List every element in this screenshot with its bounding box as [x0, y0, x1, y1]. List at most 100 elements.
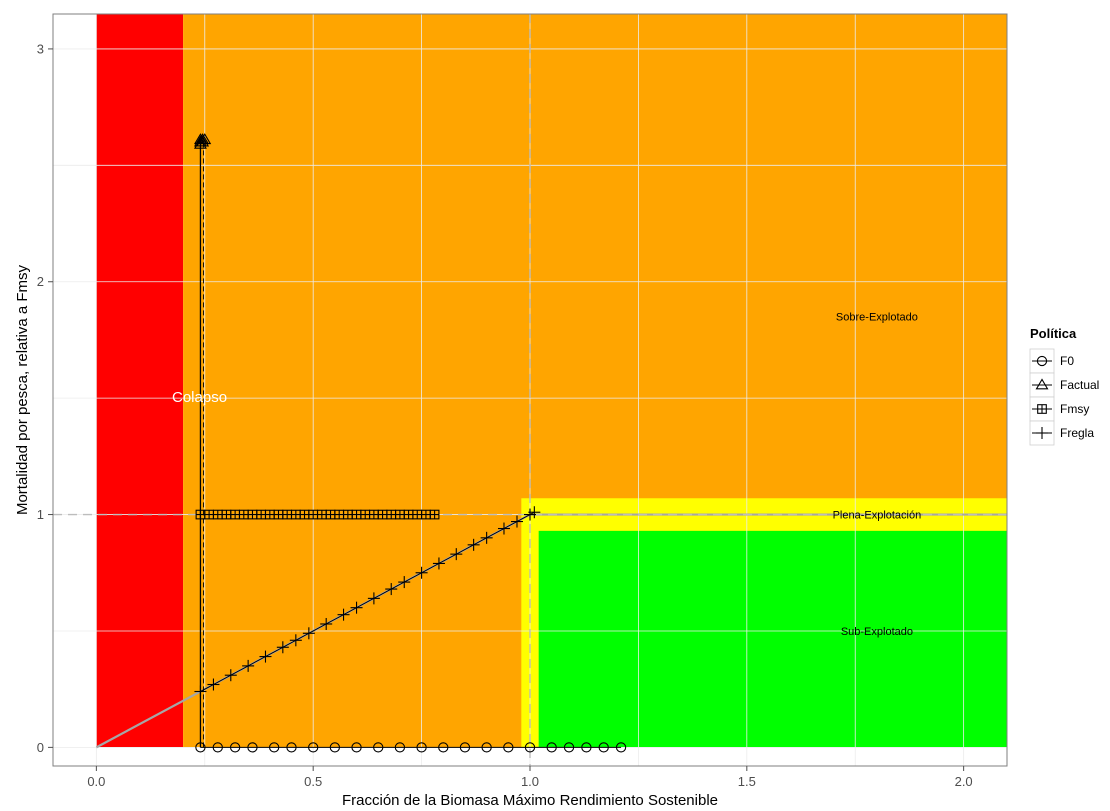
- x-tick-label: 0.5: [304, 774, 322, 789]
- region-label-under: Sub-Explotado: [841, 626, 913, 638]
- legend-key-factual: [1035, 378, 1049, 390]
- point-f0: [308, 742, 319, 753]
- circle-marker: [195, 742, 206, 753]
- region-under: [538, 530, 1007, 748]
- circle-marker: [373, 742, 384, 753]
- point-fregla: [320, 617, 333, 630]
- point-fregla: [337, 608, 350, 621]
- point-f0: [459, 742, 471, 753]
- x-axis-title: Fracción de la Biomasa Máximo Rendimient…: [342, 792, 718, 809]
- legend-title: Política: [1030, 326, 1077, 341]
- point-f0: [416, 742, 427, 753]
- y-tick-label: 3: [37, 41, 44, 56]
- region-label-full: Plena-Explotación: [833, 510, 922, 522]
- x-axis: 0.0 0.5 1.0 1.5 2.0: [87, 766, 973, 789]
- point-f0: [373, 742, 384, 753]
- point-f0: [229, 742, 241, 753]
- circle-marker: [269, 742, 280, 753]
- point-fregla: [350, 601, 363, 614]
- point-fregla: [224, 669, 237, 682]
- point-fregla: [367, 592, 380, 605]
- point-fregla: [276, 641, 289, 654]
- regions: [96, 14, 1007, 748]
- point-f0: [394, 742, 406, 753]
- circle-marker: [229, 742, 241, 753]
- y-tick-label: 1: [37, 507, 44, 522]
- point-fregla: [480, 531, 493, 544]
- point-fregla: [450, 548, 463, 561]
- circle-marker: [438, 742, 449, 753]
- point-fregla: [302, 627, 315, 640]
- region-labels: Colapso Sobre-Explotado Plena-Explotación S…: [172, 312, 921, 638]
- point-fmsy: [429, 509, 440, 520]
- x-tick-label: 1.0: [521, 774, 539, 789]
- y-axis-title: Mortalidad por pesca, relativa a Fmsy: [14, 264, 31, 515]
- x-tick-label: 0.0: [87, 774, 105, 789]
- point-f0: [581, 742, 592, 753]
- point-f0: [615, 742, 627, 753]
- legend-key-f0: [1036, 355, 1048, 367]
- legend-label-fregla: Fregla: [1060, 426, 1094, 440]
- point-fregla: [398, 576, 411, 589]
- circle-marker: [563, 742, 575, 753]
- point-fregla: [242, 659, 255, 672]
- point-fregla: [289, 634, 302, 647]
- point-f0: [351, 742, 362, 753]
- point-fregla: [194, 685, 207, 698]
- triangle-marker: [196, 135, 210, 147]
- point-factual: [196, 135, 210, 147]
- point-fregla: [510, 515, 523, 528]
- circle-marker: [503, 742, 514, 753]
- point-fregla: [385, 583, 398, 596]
- circle-marker: [481, 742, 492, 753]
- point-fregla: [497, 522, 510, 535]
- point-fregla: [467, 538, 480, 551]
- x-tick-label: 2.0: [955, 774, 973, 789]
- y-tick-label: 0: [37, 740, 44, 755]
- point-f0: [598, 742, 609, 753]
- circle-marker: [286, 742, 297, 753]
- triangle-marker: [1035, 378, 1049, 390]
- circle-marker: [524, 742, 536, 753]
- point-f0: [546, 742, 557, 753]
- legend-label-fmsy: Fmsy: [1060, 402, 1089, 416]
- circle-marker: [459, 742, 471, 753]
- circle-marker: [598, 742, 609, 753]
- legend-label-factual: Factual: [1060, 378, 1099, 392]
- circle-marker: [329, 742, 341, 753]
- point-f0: [286, 742, 297, 753]
- triangle-marker: [196, 133, 210, 145]
- legend-key-fregla: [1036, 427, 1048, 439]
- legend: Política F0 Factual Fmsy Fregla: [1029, 326, 1099, 446]
- region-collapse: [96, 14, 184, 748]
- point-fregla: [528, 506, 541, 519]
- point-fregla: [415, 566, 428, 579]
- point-f0: [195, 742, 206, 753]
- circle-marker: [581, 742, 592, 753]
- circle-marker: [416, 742, 427, 753]
- circle-marker: [212, 742, 223, 753]
- circle-marker: [308, 742, 319, 753]
- point-fmsy: [412, 509, 423, 520]
- point-f0: [438, 742, 449, 753]
- point-fmsy: [282, 509, 293, 520]
- legend-key-fmsy: [1037, 404, 1047, 414]
- circle-marker: [351, 742, 362, 753]
- x-tick-label: 1.5: [738, 774, 756, 789]
- point-f0: [481, 742, 492, 753]
- region-label-collapse: Colapso: [172, 389, 227, 406]
- point-f0: [329, 742, 341, 753]
- y-axis: 0 1 2 3: [37, 41, 53, 755]
- circle-marker: [247, 742, 258, 753]
- circle-marker: [1036, 355, 1048, 367]
- circle-marker: [615, 742, 627, 753]
- point-fregla: [432, 557, 445, 570]
- point-fregla: [207, 678, 220, 691]
- region-label-over: Sobre-Explotado: [836, 312, 918, 324]
- point-f0: [524, 742, 536, 753]
- data-points: [193, 133, 627, 753]
- point-f0: [247, 742, 258, 753]
- legend-label-f0: F0: [1060, 354, 1074, 368]
- y-tick-label: 2: [37, 274, 44, 289]
